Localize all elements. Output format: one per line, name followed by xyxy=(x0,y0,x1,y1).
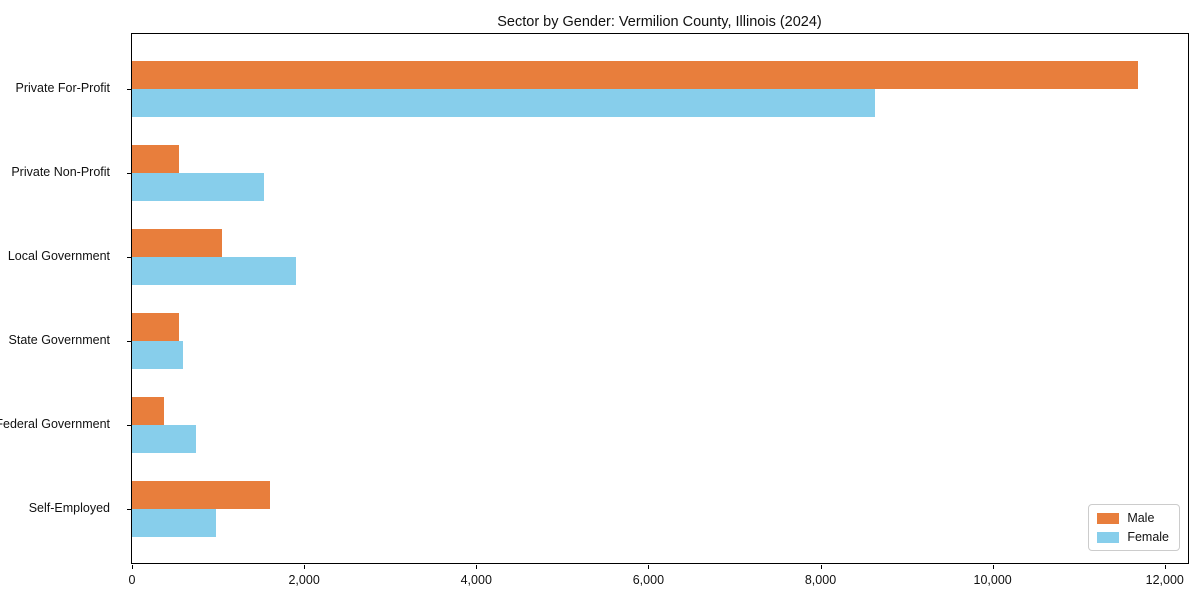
legend-label: Male xyxy=(1127,511,1155,525)
x-tick-mark xyxy=(132,565,133,569)
x-tick-label: 2,000 xyxy=(288,573,320,587)
y-tick-mark xyxy=(127,88,131,90)
x-tick-label: 4,000 xyxy=(460,573,492,587)
legend-item-male: Male xyxy=(1097,511,1169,525)
y-tick-label: Private Non-Profit xyxy=(11,165,110,179)
bar-female-1 xyxy=(132,173,264,201)
x-tick-mark xyxy=(1164,565,1166,569)
chart-title: Sector by Gender: Vermilion County, Illi… xyxy=(497,14,822,30)
bar-male-3 xyxy=(132,313,180,341)
bar-male-4 xyxy=(132,397,164,425)
bar-female-0 xyxy=(132,89,875,117)
legend-swatch-female xyxy=(1097,531,1120,543)
x-tick-label: 8,000 xyxy=(804,573,837,587)
y-tick-label: Private For-Profit xyxy=(15,81,110,95)
x-tick-mark xyxy=(476,565,478,569)
x-tick-mark xyxy=(648,565,650,569)
x-tick-label: 12,000 xyxy=(1145,573,1184,587)
y-tick-mark xyxy=(127,172,131,174)
y-tick-mark xyxy=(127,256,131,258)
legend-label: Female xyxy=(1127,530,1169,544)
bar-male-0 xyxy=(132,61,1139,89)
y-tick-label: Federal Government xyxy=(0,417,110,431)
x-tick-mark xyxy=(820,565,822,569)
x-tick-mark xyxy=(304,565,306,569)
legend-swatch-male xyxy=(1097,512,1120,524)
bar-female-2 xyxy=(132,257,296,285)
y-tick-label: Self-Employed xyxy=(28,501,110,515)
x-tick-label: 0 xyxy=(128,573,136,587)
y-tick-mark xyxy=(127,508,131,510)
y-tick-label: Local Government xyxy=(7,249,110,263)
bar-female-5 xyxy=(132,509,216,537)
x-tick-label: 10,000 xyxy=(973,573,1012,587)
bar-female-4 xyxy=(132,425,196,453)
y-tick-label: State Government xyxy=(8,333,110,347)
legend: Male Female xyxy=(1088,504,1180,551)
y-tick-mark xyxy=(127,424,131,426)
bar-male-1 xyxy=(132,145,180,173)
y-tick-mark xyxy=(127,340,131,342)
legend-item-female: Female xyxy=(1097,530,1169,544)
plot-area: Private For-Profit Private Non-Profit Loca… xyxy=(0,33,1189,587)
bar-male-5 xyxy=(132,481,270,509)
x-tick-mark xyxy=(992,565,994,569)
bar-female-3 xyxy=(132,341,183,369)
bar-male-2 xyxy=(132,229,223,257)
x-tick-label: 6,000 xyxy=(632,573,665,587)
